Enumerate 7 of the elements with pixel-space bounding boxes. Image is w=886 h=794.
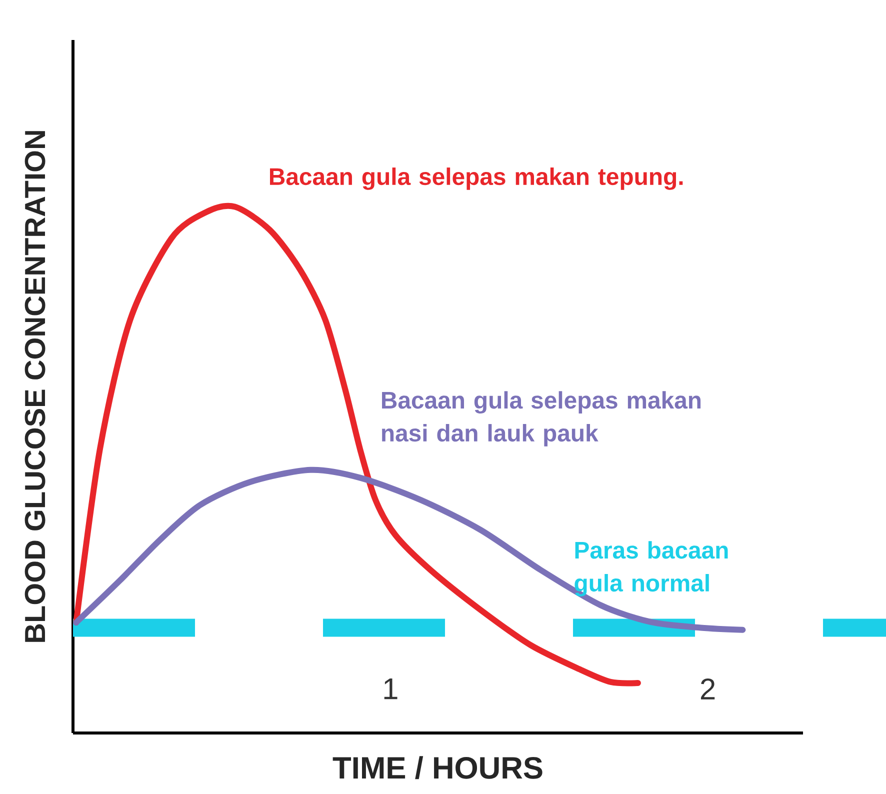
x-axis-title: TIME / HOURS <box>332 756 542 780</box>
x-tick-label: 1 <box>384 678 398 700</box>
x-tick-label: 2 <box>700 678 715 700</box>
series-label: Bacaan gula selepas makan nasi dan lauk pauk <box>382 391 701 446</box>
y-axis-title: BLOOD GLUCOSE CONCENTRATION <box>24 131 46 642</box>
ref-line-label: Paras bacaan gula normal <box>574 541 728 596</box>
series-label: Bacaan gula selepas makan tepung. <box>270 168 683 190</box>
